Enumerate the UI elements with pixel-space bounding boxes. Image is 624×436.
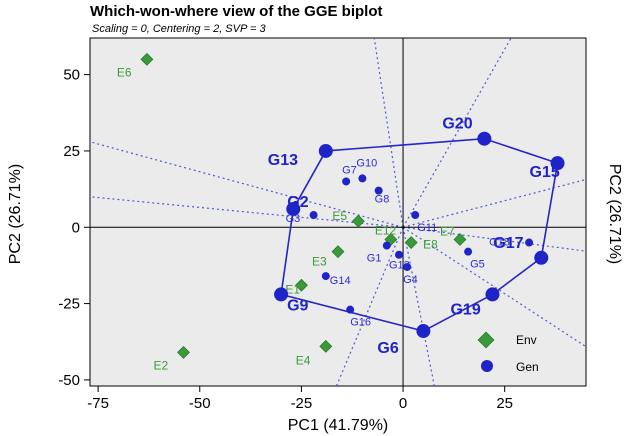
y-tick-label: -25 [58,296,80,313]
gen-marker [550,156,565,171]
gen-label: G13 [268,152,298,169]
gen-marker [485,287,500,302]
env-marker [453,233,467,246]
gen-label: G12 [389,260,410,272]
env-marker [177,345,190,359]
x-tick-label: -25 [291,395,313,412]
env-marker [404,236,418,249]
gen-label: G19 [450,301,480,318]
gen-label: G9 [287,297,308,314]
sector-ray [402,226,586,252]
env-marker [351,214,365,228]
gen-marker [403,262,412,271]
gen-marker [309,211,318,220]
gen-label: G15 [530,164,560,181]
gen-label: G20 [442,116,472,133]
gen-label: G16 [350,317,371,329]
gen-label: G17 [493,235,523,252]
gen-marker [525,238,534,247]
gen-marker [411,211,420,220]
y-tick-label: 50 [63,67,80,84]
x-tick-label: 25 [496,395,513,412]
env-marker [331,245,345,259]
y-axis-title-right: PC2 (26.71%) [606,164,623,265]
gen-marker [374,186,383,195]
gen-marker [477,131,492,146]
gen-label: G1 [367,253,382,265]
y-tick-label: 25 [63,143,80,160]
plot-area [89,37,587,387]
gen-label: G11 [417,222,437,234]
gen-label: G10 [356,157,377,169]
gen-marker [318,143,333,158]
legend-env-label: Env [516,333,537,347]
sector-ray [402,178,586,228]
env-marker [384,233,398,246]
sector-ray [373,38,404,228]
x-tick-label: 0 [399,395,407,412]
sector-ray [402,38,512,228]
gen-marker [358,174,367,183]
y-axis-ticks: -50 -25 0 25 50 [58,67,90,389]
gen-label: G8 [375,194,390,206]
x-tick-label: -50 [189,395,211,412]
gen-marker [346,305,355,314]
legend-gen-marker [481,360,493,372]
gen-label: G7 [342,164,357,176]
env-label: E8 [423,238,438,252]
sector-ray [402,226,586,348]
env-label: E4 [296,353,311,367]
gen-marker [321,272,330,281]
legend-gen-label: Gen [516,360,539,374]
gen-marker [342,177,351,186]
env-marker [294,278,308,292]
sector-ray [402,227,435,386]
y-axis-title-left: PC2 (26.71%) [7,164,24,265]
legend: Env Gen [477,331,539,374]
env-label: E3 [312,255,327,269]
gen-marker [286,201,301,216]
sector-ray [90,141,404,228]
gen-label: G5 [470,259,485,271]
gen-marker [394,250,403,259]
gen-label: G3 [286,213,301,225]
gen-marker [464,247,473,256]
x-axis-ticks: -75 -50 -25 0 25 [87,386,513,412]
env-label: E12 [375,223,397,237]
y-tick-label: 0 [72,219,80,236]
sector-rays [90,38,586,386]
zero-axes [90,38,586,386]
gen-label: G4 [403,274,418,286]
gen-marker [534,250,549,265]
env-label: E6 [117,65,132,79]
gen-marker [274,287,289,302]
env-label: E5 [332,209,347,223]
gen-marker [382,241,391,250]
env-label: E7 [440,224,455,238]
legend-env-marker [477,331,495,349]
gen-label: G6 [377,340,398,357]
env-label: E1 [285,282,300,296]
x-axis-title: PC1 (41.79%) [288,417,389,434]
gen-label: G14 [330,275,351,287]
env-marker [319,339,333,353]
gen-marker [416,324,431,339]
env-marker [140,52,154,66]
chart-subtitle: Scaling = 0, Centering = 2, SVP = 3 [92,23,266,35]
gen-label: G18 [489,237,510,249]
env-label: E2 [154,358,169,372]
y-tick-label: -50 [58,372,80,389]
x-tick-label: -75 [87,395,109,412]
gen-label: G2 [287,194,308,211]
chart-title: Which-won-where view of the GGE biplot [90,3,383,20]
